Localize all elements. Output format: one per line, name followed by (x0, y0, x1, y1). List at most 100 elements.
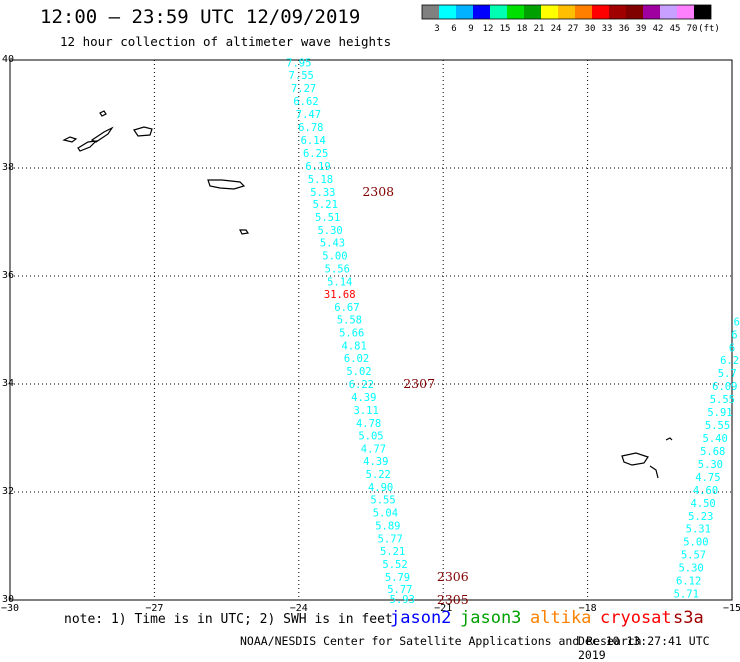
island-outline (621, 452, 649, 466)
island-outline (99, 110, 107, 117)
swh-value: 6.02 (344, 353, 369, 365)
satellite-jason2: jason2 (390, 608, 452, 628)
island-outline (239, 229, 250, 235)
map-subtitle: 12 hour collection of altimeter wave hei… (60, 34, 392, 49)
island-outline (207, 179, 246, 190)
legend-label: 45 (670, 24, 681, 34)
swh-value: 4.50 (690, 498, 715, 510)
swh-value: 5.43 (320, 238, 345, 250)
swh-value: 6.12 (676, 576, 701, 588)
lat-tick-label: 32 (2, 486, 14, 497)
swh-value: 4.81 (342, 341, 367, 353)
legend-swatch (592, 5, 609, 19)
swh-value: 5.91 (707, 407, 732, 419)
swh-value: 5.18 (308, 174, 333, 186)
swh-value: 31.68 (324, 289, 356, 301)
swh-value: 5.93 (390, 594, 415, 606)
lat-tick-label: 36 (2, 270, 14, 281)
legend-label: 12 (483, 24, 494, 34)
swh-value: 6.67 (334, 302, 359, 314)
island-outline (665, 437, 673, 441)
legend-swatch (575, 5, 592, 19)
legend-swatch (541, 5, 558, 19)
swh-value: 4.90 (368, 482, 393, 494)
legend-label: 3 (434, 24, 439, 34)
legend-label: 33 (602, 24, 613, 34)
time-label: 2306 (437, 569, 469, 584)
legend-label: 18 (517, 24, 528, 34)
legend-swatch (626, 5, 643, 19)
swh-value: 4.75 (695, 472, 720, 484)
lon-tick-label: −15 (723, 603, 740, 614)
swh-value: 6.09 (712, 381, 737, 393)
swh-value: 6.14 (301, 135, 326, 147)
time-label: 2308 (362, 184, 394, 199)
swh-value: 6.62 (293, 96, 318, 108)
swh-value: 5.79 (385, 572, 410, 584)
lat-tick-label: 34 (2, 378, 14, 389)
swh-value: 5.21 (380, 546, 405, 558)
swh-value: 6.2 (720, 355, 739, 367)
swh-value: 5.71 (674, 589, 699, 601)
legend-swatch (422, 5, 439, 19)
legend-label: 36 (619, 24, 630, 34)
satellite-jason3: jason3 (460, 608, 522, 628)
legend-label: 39 (636, 24, 647, 34)
island-outline (90, 126, 114, 143)
swh-value: 5.77 (378, 533, 403, 545)
swh-value: 5.66 (339, 328, 364, 340)
swh-value: 5.22 (366, 469, 391, 481)
swh-value: 6.25 (303, 148, 328, 160)
map-frame (9, 59, 733, 601)
swh-value: 7.47 (296, 109, 321, 121)
island-outline (133, 126, 153, 137)
legend-swatch (558, 5, 575, 19)
lon-tick-label: −24 (290, 603, 308, 614)
island-outline (77, 140, 98, 152)
swh-value: 6.19 (305, 161, 330, 173)
swh-value: 5.56 (325, 263, 350, 275)
swh-value: 4.39 (351, 392, 376, 404)
lon-tick-label: −30 (1, 603, 19, 614)
swh-value: 5.68 (700, 446, 725, 458)
swh-value: 5.30 (317, 225, 342, 237)
swh-value: 3.11 (354, 405, 379, 417)
lon-tick-label: −18 (579, 603, 597, 614)
swh-value: 5.89 (375, 520, 400, 532)
legend-border (421, 4, 712, 20)
legend-label: 42 (653, 24, 664, 34)
legend-label: 24 (551, 24, 562, 34)
legend-swatch (456, 5, 473, 19)
swh-value: 5.05 (358, 430, 383, 442)
legend-swatch (439, 5, 456, 19)
legend-swatch (524, 5, 541, 19)
swh-value: 5.40 (703, 433, 728, 445)
legend-swatch (660, 5, 677, 19)
swh-value: 5.58 (337, 315, 362, 327)
legend-label: 30 (585, 24, 596, 34)
satellite-cryosat: cryosat (600, 608, 672, 628)
swh-value: 5.02 (346, 366, 371, 378)
swh-value: 4.78 (356, 418, 381, 430)
legend-swatch (473, 5, 490, 19)
swh-value: 5.00 (322, 250, 347, 262)
time-label: 2305 (437, 592, 469, 607)
swh-value: 5.14 (327, 276, 352, 288)
legend-label: 15 (500, 24, 511, 34)
swh-value: 6 (731, 329, 737, 341)
swh-value: 5.57 (681, 550, 706, 562)
swh-value: 5.33 (310, 187, 335, 199)
swh-value: 6.78 (298, 122, 323, 134)
swh-value: 7.27 (291, 83, 316, 95)
swh-value: 5.55 (370, 495, 395, 507)
legend-swatch (609, 5, 626, 19)
map-title: 12:00 – 23:59 UTC 12/09/2019 (40, 6, 361, 28)
legend-swatch (643, 5, 660, 19)
island-outline (62, 136, 78, 143)
legend-swatch (694, 5, 711, 19)
swh-value: 5.31 (686, 524, 711, 536)
footer-source: NOAA/NESDIS Center for Satellite Applica… (240, 634, 642, 648)
legend-swatch (507, 5, 524, 19)
legend-label: (ft) (698, 24, 720, 34)
